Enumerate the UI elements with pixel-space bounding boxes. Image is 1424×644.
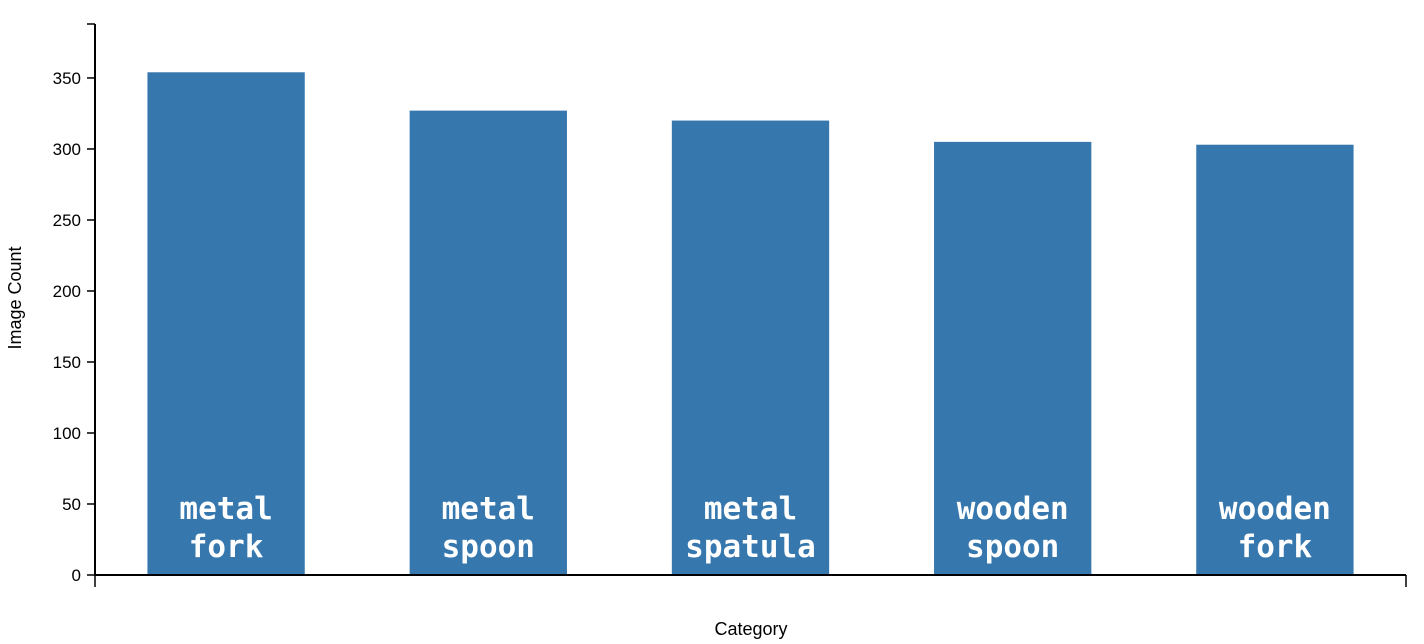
bar-label-4: wooden fork <box>1219 491 1331 565</box>
y-tick-label-7: 350 <box>53 69 81 88</box>
bar-label-0: metal fork <box>179 491 272 565</box>
bar-label-line: fork <box>189 529 264 565</box>
x-axis-title: Category <box>714 619 787 639</box>
y-tick-label-5: 250 <box>53 211 81 230</box>
bar-1 <box>409 110 567 575</box>
y-tick-label-3: 150 <box>53 353 81 372</box>
y-tick-label-2: 100 <box>53 424 81 443</box>
bar-4 <box>1196 144 1354 575</box>
bar-label-3: wooden spoon <box>957 491 1069 565</box>
bar-label-line: spoon <box>442 529 535 565</box>
bar-label-line: metal <box>704 491 797 527</box>
x-axis <box>94 574 1407 587</box>
y-tick-label-4: 200 <box>53 282 81 301</box>
bar-3 <box>934 141 1092 575</box>
bar-2 <box>671 120 830 575</box>
y-tick-label-1: 50 <box>62 495 81 514</box>
bar-label-line: wooden <box>1219 491 1331 527</box>
bar-0 <box>147 72 305 575</box>
y-axis-title: Image Count <box>5 246 25 349</box>
y-tick-label-0: 0 <box>72 566 81 585</box>
bar-label-line: metal <box>442 491 535 527</box>
bar-label-line: wooden <box>957 491 1069 527</box>
bar-label-line: spatula <box>685 529 816 565</box>
bar-label-2: metal spatula <box>685 491 816 565</box>
bars-group <box>147 72 1354 575</box>
bar-label-1: metal spoon <box>442 491 535 565</box>
bar-label-line: spoon <box>966 529 1059 565</box>
y-axis: 0 50 100 150 200 250 300 350 <box>53 23 96 585</box>
bar-label-line: metal <box>179 491 272 527</box>
y-tick-label-6: 300 <box>53 140 81 159</box>
bar-label-line: fork <box>1238 529 1313 565</box>
